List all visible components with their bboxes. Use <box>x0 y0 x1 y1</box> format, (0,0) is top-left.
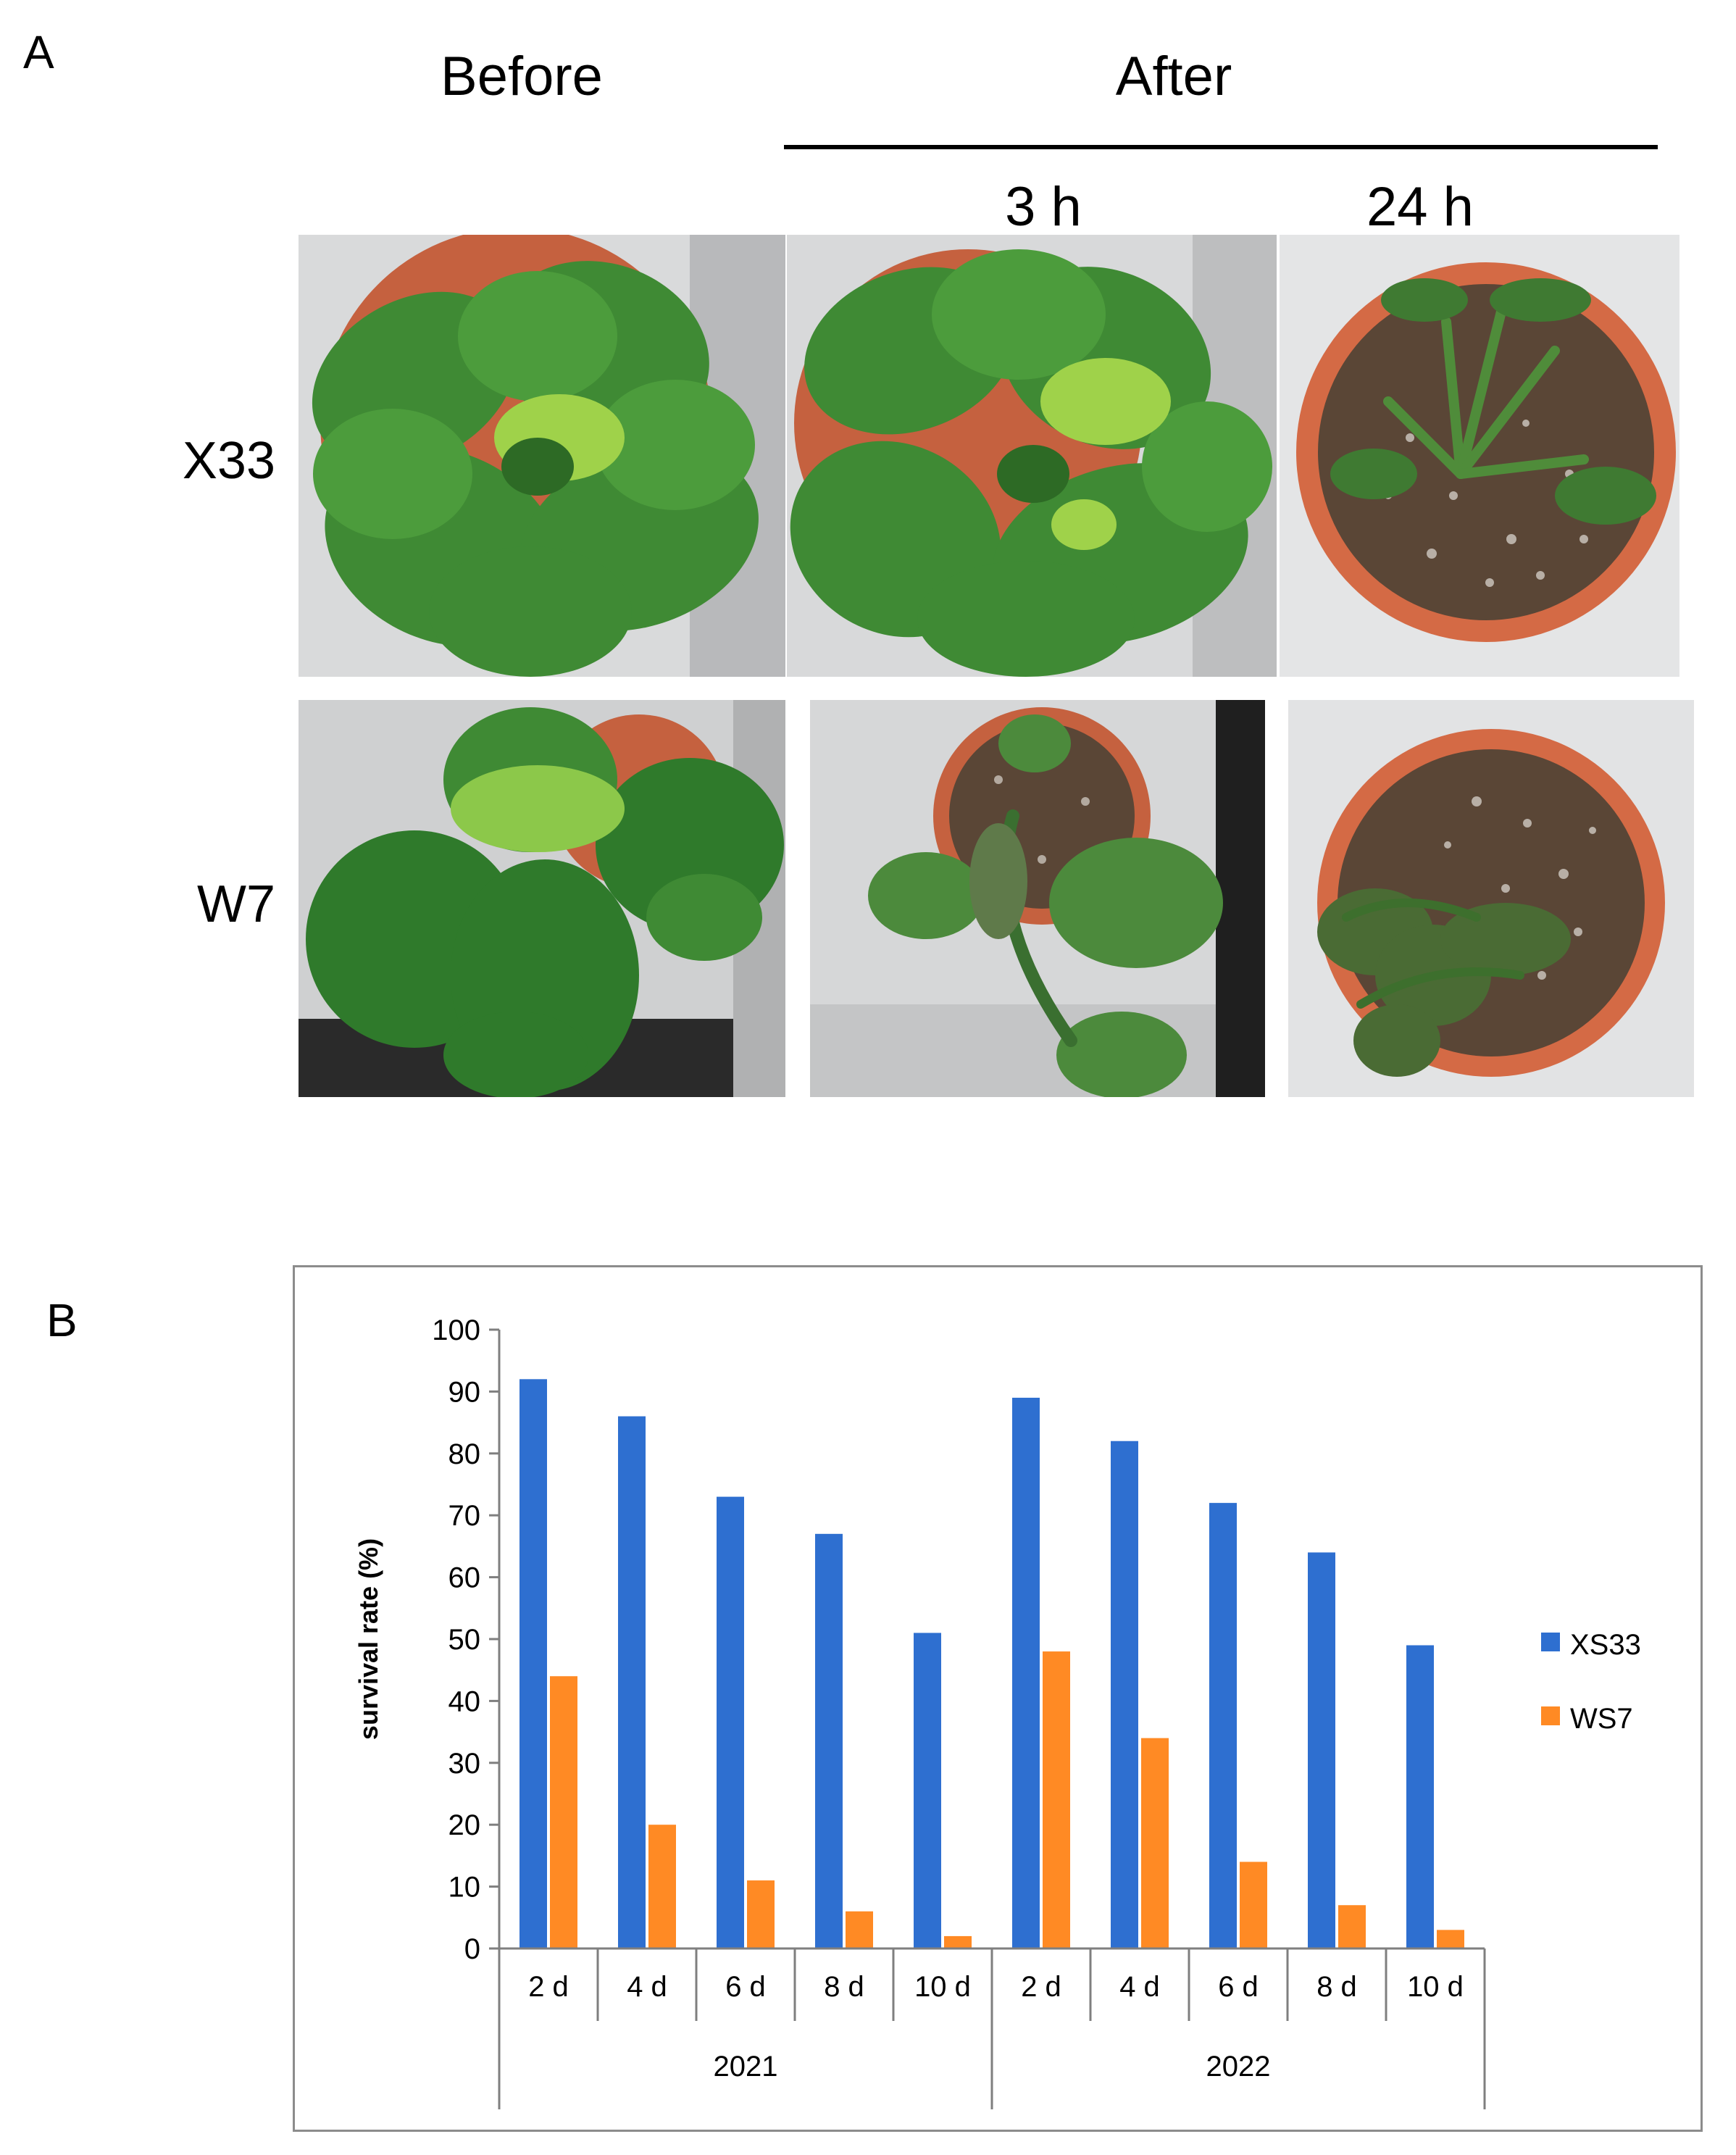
bar-ws7-2 <box>747 1880 775 1948</box>
bar-xs33-1 <box>618 1416 646 1948</box>
bar-xs33-6 <box>1111 1441 1138 1948</box>
x-category-label: 4 d <box>1119 1971 1160 2003</box>
legend: XS33 WS7 <box>1541 1629 1641 1735</box>
y-tick-label: 20 <box>448 1809 481 1841</box>
y-tick-label: 0 <box>464 1933 480 1965</box>
x-category-label: 2 d <box>528 1971 569 2003</box>
legend-label-ws7: WS7 <box>1570 1703 1633 1735</box>
x-category-label: 10 d <box>914 1971 971 2003</box>
bar-ws7-5 <box>1043 1651 1070 1948</box>
row-label-x33: X33 <box>182 432 275 490</box>
y-axis: 0 10 20 30 40 50 60 70 80 90 100 survival rate (%) <box>354 1314 501 1965</box>
after-label: After <box>1115 46 1232 107</box>
x-category-label: 8 d <box>1316 1971 1357 2003</box>
y-tick-label: 60 <box>448 1562 481 1594</box>
photo-w7-before <box>299 700 785 1097</box>
bar-ws7-4 <box>944 1935 972 1948</box>
y-tick-label: 80 <box>448 1438 481 1470</box>
bar-xs33-8 <box>1308 1552 1335 1948</box>
bar-xs33-0 <box>519 1379 547 1948</box>
legend-swatch-xs33 <box>1541 1633 1560 1651</box>
y-tick-label: 10 <box>448 1872 481 1904</box>
y-tick-label: 70 <box>448 1500 481 1532</box>
bar-xs33-4 <box>914 1633 941 1948</box>
photo-x33-before <box>299 235 785 677</box>
bar-ws7-9 <box>1437 1930 1464 1948</box>
bar-ws7-8 <box>1338 1905 1366 1948</box>
chart-frame: 0 10 20 30 40 50 60 70 80 90 100 survival rate (%) … <box>293 1265 1703 2132</box>
photo-w7-24h <box>1288 700 1694 1097</box>
bars <box>519 1379 1464 1948</box>
y-tick-label: 90 <box>448 1376 481 1408</box>
time-label-24h: 24 h <box>1366 176 1474 238</box>
panel-b-letter: B <box>46 1294 78 1346</box>
x-category-label: 8 d <box>824 1971 864 2003</box>
bar-ws7-7 <box>1240 1862 1267 1948</box>
bar-xs33-9 <box>1406 1645 1434 1948</box>
after-divider-line <box>784 145 1658 149</box>
y-tick-label: 40 <box>448 1685 481 1717</box>
x-category-label: 4 d <box>627 1971 667 2003</box>
legend-swatch-ws7 <box>1541 1706 1560 1725</box>
y-axis-label: survival rate (%) <box>354 1538 383 1740</box>
photo-w7-3h <box>810 700 1265 1097</box>
before-label: Before <box>441 46 603 107</box>
x-axis: 2 d 4 d 6 d 8 d 10 d 2 d 4 d 6 d 8 d 10 d 2021 2022 <box>498 1947 1486 2109</box>
photo-x33-24h <box>1280 235 1679 677</box>
bar-xs33-5 <box>1012 1397 1040 1948</box>
x-category-label: 6 d <box>725 1971 766 2003</box>
x-category-label: 10 d <box>1407 1971 1464 2003</box>
x-category-label: 6 d <box>1218 1971 1259 2003</box>
y-tick-label: 50 <box>448 1624 481 1656</box>
bar-ws7-3 <box>846 1911 873 1948</box>
y-tick-label: 100 <box>432 1314 480 1346</box>
bar-ws7-6 <box>1141 1738 1169 1948</box>
time-label-3h: 3 h <box>1005 176 1082 238</box>
bar-xs33-3 <box>815 1533 843 1948</box>
photo-x33-3h <box>787 235 1277 677</box>
bar-xs33-7 <box>1209 1503 1237 1948</box>
bar-ws7-0 <box>550 1676 577 1948</box>
legend-label-xs33: XS33 <box>1570 1629 1641 1661</box>
x-category-label: 2 d <box>1021 1971 1061 2003</box>
panel-a-letter: A <box>23 26 54 78</box>
row-label-w7: W7 <box>197 875 275 933</box>
x-group-label: 2022 <box>1206 2051 1271 2083</box>
y-tick-label: 30 <box>448 1748 481 1780</box>
bar-xs33-2 <box>717 1496 744 1948</box>
bar-ws7-1 <box>648 1825 676 1948</box>
x-group-label: 2021 <box>714 2051 778 2083</box>
